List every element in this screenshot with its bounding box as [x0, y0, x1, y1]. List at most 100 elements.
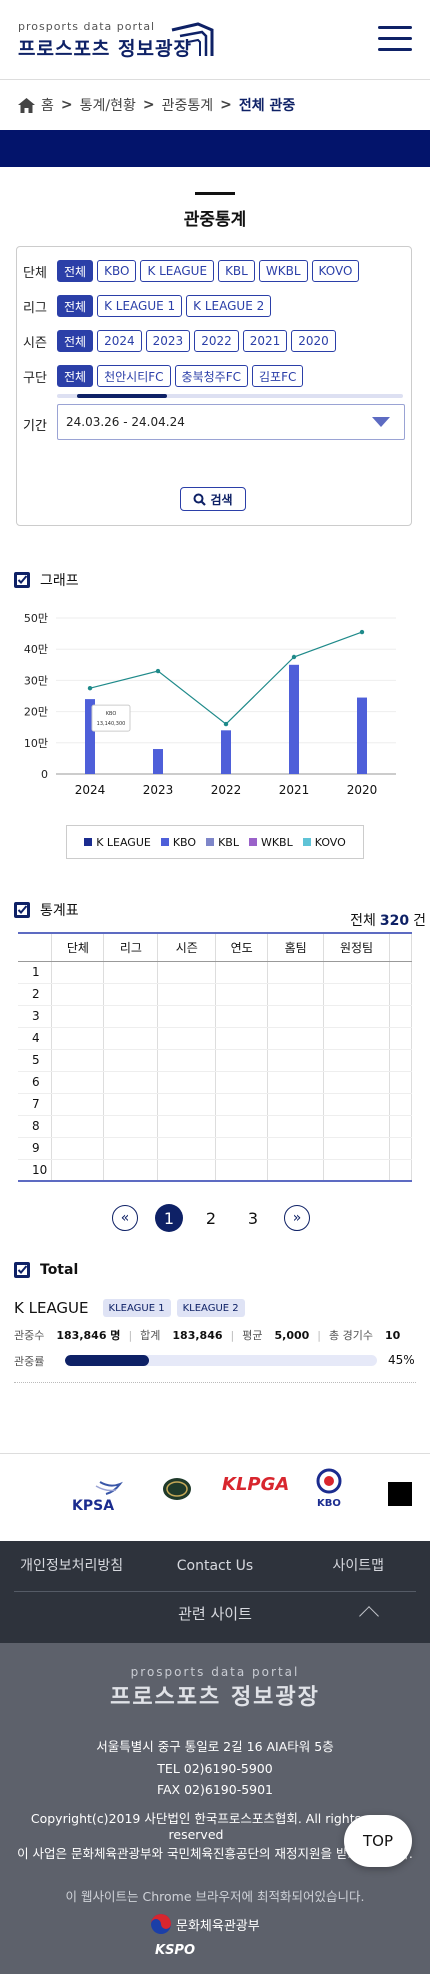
page-number[interactable]: 1: [155, 1204, 183, 1232]
filter-chip[interactable]: 김포FC: [252, 365, 304, 387]
filter-chip[interactable]: KBO: [97, 260, 137, 282]
page-number[interactable]: 2: [205, 1208, 217, 1228]
filter-chip[interactable]: 전체: [57, 330, 94, 352]
filter-chip[interactable]: 2021: [242, 330, 288, 352]
table-row[interactable]: 1: [18, 961, 413, 984]
legend-item[interactable]: KBL: [206, 836, 239, 849]
search-button[interactable]: 검색: [180, 487, 246, 511]
gov-logo[interactable]: 문화체육관광부: [150, 1913, 260, 1935]
league-tag-1[interactable]: KLEAGUE 1: [102, 1299, 171, 1317]
filter-chip[interactable]: WKBL: [258, 260, 308, 282]
line-point: [291, 654, 297, 660]
line-point: [87, 686, 93, 691]
total-league-name: K LEAGUE: [14, 1299, 89, 1317]
table-row[interactable]: 8: [18, 1115, 413, 1138]
banner-bar: [0, 130, 430, 167]
line-point: [223, 721, 229, 727]
table-row[interactable]: 7: [18, 1093, 413, 1116]
legend-label: K LEAGUE: [96, 835, 151, 849]
page-number[interactable]: 3: [247, 1208, 259, 1228]
scroll-top-button[interactable]: TOP: [344, 1815, 412, 1867]
table-header-cell[interactable]: 홈팀: [267, 932, 325, 962]
related-sites-toggle[interactable]: 관련 사이트: [178, 1605, 252, 1623]
table-header-cell[interactable]: 단체: [51, 932, 105, 962]
contact-us-link[interactable]: Contact Us: [176, 1558, 254, 1574]
filter-chip[interactable]: 2023: [145, 330, 191, 352]
sitemap-link[interactable]: 사이트맵: [332, 1558, 385, 1574]
filter-chip[interactable]: KBL: [218, 260, 255, 282]
table-cell: [103, 1071, 159, 1094]
y-tick-label: 50만: [24, 612, 48, 625]
table-cell: [51, 1137, 105, 1160]
table-row[interactable]: 9: [18, 1137, 413, 1160]
table-cell: [215, 1115, 269, 1138]
table-row[interactable]: 2: [18, 983, 413, 1006]
legend-label: KOVO: [314, 835, 346, 849]
x-tick-label: 2024: [75, 783, 106, 794]
filter-chip[interactable]: 전체: [57, 295, 94, 317]
breadcrumb-stats[interactable]: 통계/현황: [79, 98, 136, 114]
table-cell: [103, 1137, 159, 1160]
breadcrumb-attendance[interactable]: 관중통계: [161, 98, 214, 114]
table-header-cell[interactable]: 연도: [215, 932, 269, 962]
home-icon[interactable]: [18, 97, 35, 113]
filter-chip[interactable]: K LEAGUE: [140, 260, 215, 282]
stat-value: 5,000: [274, 1328, 310, 1342]
legend-item[interactable]: K LEAGUE: [84, 836, 151, 849]
filter-chip[interactable]: 2024: [97, 330, 142, 352]
kspo-logo[interactable]: KSPO: [155, 1943, 196, 1958]
filter-chip[interactable]: KOVO: [311, 260, 360, 282]
table-cell: [267, 1159, 325, 1182]
filter-chip[interactable]: 전체: [57, 365, 94, 387]
table-row[interactable]: 4: [18, 1027, 413, 1050]
league-tag-2[interactable]: KLEAGUE 2: [176, 1299, 245, 1317]
legend-item[interactable]: KBO: [160, 836, 196, 849]
filter-chip[interactable]: 천안시티FC: [97, 365, 171, 387]
table-row[interactable]: 3: [18, 1005, 413, 1028]
legend-item[interactable]: KOVO: [302, 835, 346, 849]
table-header-cell[interactable]: [389, 932, 413, 962]
filter-chip[interactable]: 2022: [194, 330, 239, 352]
y-tick-label: 0: [41, 768, 48, 781]
partner-black-logo[interactable]: [388, 1482, 412, 1506]
table-cell: [51, 1005, 105, 1028]
chip-scrollbar[interactable]: [57, 394, 403, 398]
legend-item[interactable]: WKBL: [248, 835, 293, 849]
period-select[interactable]: 24.03.26 - 24.04.24: [57, 404, 405, 440]
rate-progress-fill: [65, 1355, 150, 1366]
partner-emblem-logo[interactable]: [162, 1476, 192, 1506]
filter-chip[interactable]: 2020: [291, 330, 336, 352]
filter-chip[interactable]: K LEAGUE 1: [97, 295, 183, 317]
partner-kbo-logo[interactable]: KBO: [314, 1468, 344, 1512]
dropdown-caret-icon: [372, 417, 390, 427]
row-number: 8: [18, 1115, 53, 1138]
table-cell: [267, 1049, 325, 1072]
table-row[interactable]: 6: [18, 1071, 413, 1094]
filter-chip[interactable]: 충북청주FC: [174, 365, 248, 387]
table-header-cell[interactable]: [18, 932, 53, 962]
graph-section-title: 그래프: [40, 573, 79, 589]
x-tick-label: 2022: [211, 783, 242, 794]
partner-kpsa-logo[interactable]: KPSA: [70, 1480, 126, 1518]
table-cell: [103, 1115, 159, 1138]
prev-page-icon[interactable]: «: [112, 1205, 138, 1231]
y-tick-label: 40만: [24, 643, 48, 656]
breadcrumb-home[interactable]: 홈: [41, 98, 54, 114]
filter-chip[interactable]: 전체: [57, 260, 94, 282]
site-logo[interactable]: prosports data portal 프로스포츠 정보광장: [18, 20, 214, 61]
legend-label: WKBL: [260, 835, 293, 849]
privacy-policy-link[interactable]: 개인정보처리방침: [20, 1558, 124, 1574]
table-cell: [323, 1137, 390, 1160]
stat-divider: |: [317, 1328, 321, 1342]
partner-klpga-logo[interactable]: KLPGA: [222, 1474, 289, 1495]
table-row[interactable]: 10: [18, 1159, 413, 1182]
table-header-cell[interactable]: 원정팀: [323, 932, 390, 962]
y-tick-label: 30만: [24, 674, 48, 687]
table-header-cell[interactable]: 리그: [103, 932, 159, 962]
table-header-cell[interactable]: 시즌: [157, 932, 217, 962]
table-row[interactable]: 5: [18, 1049, 413, 1072]
filter-chip[interactable]: K LEAGUE 2: [186, 295, 272, 317]
next-page-icon[interactable]: »: [284, 1205, 310, 1231]
menu-hamburger-icon[interactable]: [378, 26, 412, 54]
stat-label: 합계: [140, 1329, 161, 1342]
